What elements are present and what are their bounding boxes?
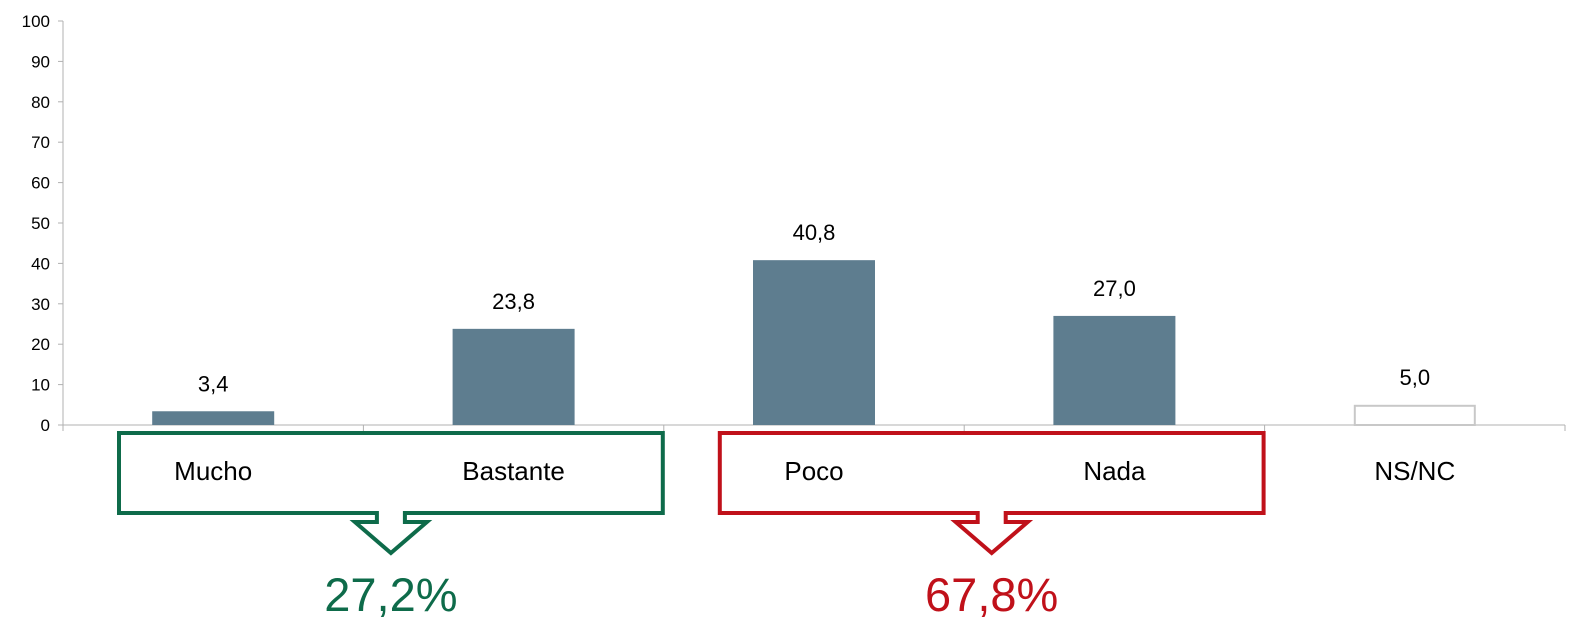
group-bracket-2 — [717, 431, 1266, 556]
bars — [152, 260, 1476, 426]
category-label: Mucho — [174, 456, 252, 486]
group-total-label: 67,8% — [925, 568, 1058, 621]
y-tick-label: 100 — [22, 12, 50, 31]
bar-bastante — [452, 328, 575, 425]
y-tick-label: 0 — [41, 416, 50, 435]
bar-ns-nc — [1353, 404, 1476, 426]
group-total-label: 27,2% — [324, 568, 457, 621]
category-groups: 27,2% 67,8% — [117, 431, 1266, 621]
category-label: Poco — [784, 456, 843, 486]
category-label: NS/NC — [1374, 456, 1455, 486]
data-label: 5,0 — [1400, 365, 1431, 390]
y-tick-label: 50 — [31, 214, 50, 233]
data-label: 27,0 — [1093, 276, 1136, 301]
bar-mucho — [152, 411, 275, 425]
data-label: 3,4 — [198, 371, 229, 396]
category-label: Bastante — [462, 456, 565, 486]
y-tick-label: 30 — [31, 295, 50, 314]
group-bracket-1 — [117, 431, 665, 556]
y-tick-label: 40 — [31, 254, 50, 273]
y-tick-label: 10 — [31, 376, 50, 395]
y-tick-label: 90 — [31, 52, 50, 71]
y-tick-label: 20 — [31, 335, 50, 354]
y-tick-label: 70 — [31, 133, 50, 152]
y-tick-label: 60 — [31, 174, 50, 193]
data-label: 40,8 — [793, 220, 836, 245]
bar-poco — [753, 260, 875, 425]
data-labels: 3,4 23,8 40,8 27,0 5,0 — [198, 220, 1430, 396]
bar-nada — [1053, 315, 1176, 425]
data-label: 23,8 — [492, 289, 535, 314]
axes: 0 10 20 30 40 50 60 70 80 90 100 — [22, 12, 1566, 435]
category-label: Nada — [1083, 456, 1146, 486]
y-tick-label: 80 — [31, 93, 50, 112]
category-labels: Mucho Bastante Poco Nada NS/NC — [174, 456, 1455, 486]
